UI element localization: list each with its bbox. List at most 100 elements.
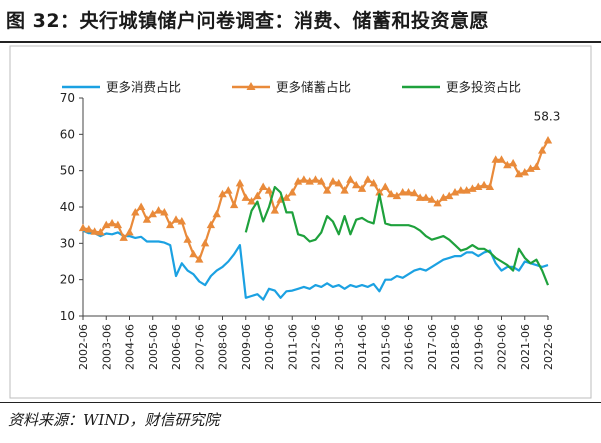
savings-point-marker [479,180,489,189]
savings-point-marker [508,158,518,167]
savings-point-marker [125,227,134,236]
line-chart: 10 20 30 40 50 60 70 2002-06 2003-06 2004-06 2005-… [9,45,592,399]
savings-point-marker [369,178,378,187]
savings-point-marker [224,186,233,194]
y-tick-label: 10 [60,309,75,323]
y-tick-label: 20 [60,273,75,287]
savings-point-marker [288,187,297,196]
savings-point-marker [282,193,291,201]
x-tick-label: 2011-06 [286,324,299,370]
savings-point-marker [415,193,425,201]
savings-point-marker [456,186,466,194]
savings-point-marker [195,255,204,263]
y-tick-label: 70 [60,91,75,105]
savings-point-marker [346,175,355,183]
savings-point-marker [235,178,245,187]
x-tick-label: 2014-06 [356,324,369,370]
y-tick-label: 60 [60,127,75,141]
savings-point-marker [491,155,500,163]
savings-point-marker [421,193,431,201]
source-note: 资料来源：WIND，财信研究院 [8,411,220,429]
savings-point-marker [177,217,187,225]
x-tick-label: 2022-06 [542,324,555,370]
savings-point-marker [247,197,256,205]
x-tick-label: 2010-06 [263,324,276,370]
savings-point-marker [183,235,192,243]
savings-point-marker [154,206,163,214]
savings-point-marker [270,206,280,214]
savings-point-marker [258,182,268,191]
savings-point-marker [189,249,198,258]
x-tick-label: 2005-06 [147,324,160,370]
savings-point-marker [427,195,436,203]
savings-point-marker [241,193,250,201]
x-tick-label: 2008-06 [217,324,230,370]
legend-label-1: 更多储蓄占比 [276,80,351,95]
savings-point-marker [532,162,541,171]
savings-point-marker [200,238,210,247]
x-tick-label: 2021-06 [519,324,532,370]
savings-point-marker [537,146,547,154]
x-tick-label: 2015-06 [379,324,392,370]
x-tick-label: 2019-06 [472,324,485,370]
savings-point-marker [357,184,367,192]
x-tick-label: 2007-06 [193,324,206,370]
savings-point-marker [322,186,332,194]
legend-label-0: 更多消费占比 [106,80,181,95]
savings-point-marker [386,189,396,198]
title-divider [0,41,601,43]
x-tick-label: 2006-06 [170,324,183,370]
series-line-0 [82,229,549,301]
savings-point-marker [485,182,495,191]
series-line-2 [244,185,550,286]
savings-point-marker [160,207,169,216]
savings-point-marker [90,227,99,235]
savings-point-marker [328,177,338,185]
x-tick-label: 2003-06 [100,324,113,370]
savings-point-marker [334,178,343,187]
savings-point-marker [218,189,227,198]
savings-point-marker [404,187,413,196]
savings-point-marker [311,175,320,183]
x-tick-label: 2002-06 [77,324,90,370]
savings-point-marker [392,191,402,200]
savings-point-marker [142,215,152,223]
x-tick-label: 2018-06 [449,324,462,370]
savings-point-marker [206,220,216,229]
savings-point-marker [119,233,128,241]
x-tick-label: 2016-06 [403,324,416,370]
source-divider [0,402,601,403]
savings-point-marker [253,191,262,200]
value-annotation: 58.3 [534,110,561,124]
savings-point-marker [381,182,390,191]
savings-point-marker [520,167,529,176]
x-tick-label: 2009-06 [240,324,253,370]
y-tick-label: 40 [60,200,75,214]
savings-point-marker [84,225,94,233]
savings-point-marker [543,136,553,144]
savings-point-marker [171,215,181,223]
x-tick-label: 2012-06 [310,324,323,370]
savings-point-marker [107,218,117,227]
savings-point-marker [212,209,221,218]
savings-point-marker [398,187,407,196]
savings-point-marker [497,155,506,163]
x-tick-label: 2020-06 [496,324,509,370]
x-tick-label: 2013-06 [333,324,346,370]
savings-point-marker [131,207,140,216]
savings-point-marker [433,198,442,207]
y-tick-label: 50 [60,164,75,178]
savings-point-marker [229,200,239,209]
savings-point-marker [299,175,309,183]
savings-point-marker [148,209,157,218]
savings-point-marker [165,220,175,229]
savings-point-marker [78,223,88,232]
savings-point-marker [363,175,373,183]
savings-point-marker [96,227,105,236]
y-tick-label: 30 [60,236,75,250]
savings-point-marker [351,180,361,189]
x-tick-label: 2004-06 [124,324,137,370]
figure-title: 图 32：央行城镇储户问卷调查：消费、储蓄和投资意愿 [6,10,490,32]
savings-point-marker [444,191,454,200]
legend-marker-1 [246,82,256,90]
